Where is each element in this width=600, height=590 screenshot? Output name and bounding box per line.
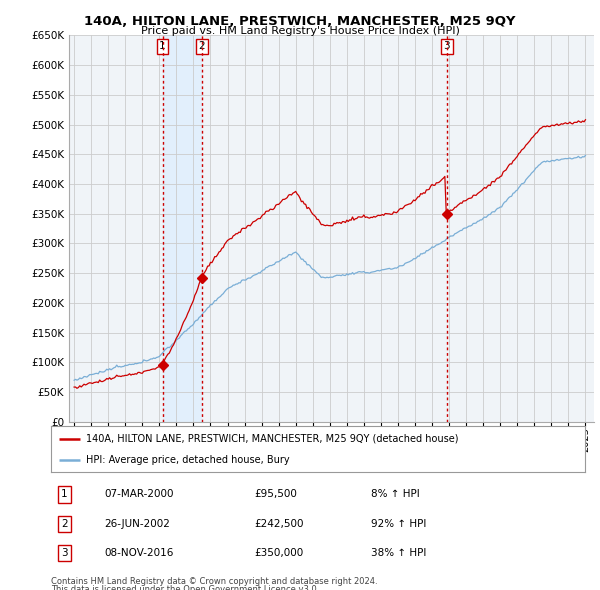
Text: 1: 1 xyxy=(61,490,68,499)
Text: 140A, HILTON LANE, PRESTWICH, MANCHESTER, M25 9QY (detached house): 140A, HILTON LANE, PRESTWICH, MANCHESTER… xyxy=(86,434,458,444)
Text: 92% ↑ HPI: 92% ↑ HPI xyxy=(371,519,427,529)
Text: 2: 2 xyxy=(199,41,205,51)
Text: 3: 3 xyxy=(61,548,68,558)
Text: 140A, HILTON LANE, PRESTWICH, MANCHESTER, M25 9QY: 140A, HILTON LANE, PRESTWICH, MANCHESTER… xyxy=(84,15,516,28)
Text: Contains HM Land Registry data © Crown copyright and database right 2024.: Contains HM Land Registry data © Crown c… xyxy=(51,577,377,586)
Text: 26-JUN-2002: 26-JUN-2002 xyxy=(104,519,170,529)
Text: Price paid vs. HM Land Registry's House Price Index (HPI): Price paid vs. HM Land Registry's House … xyxy=(140,26,460,36)
Text: 07-MAR-2000: 07-MAR-2000 xyxy=(104,490,174,499)
Text: 2: 2 xyxy=(61,519,68,529)
Text: HPI: Average price, detached house, Bury: HPI: Average price, detached house, Bury xyxy=(86,455,289,466)
Text: 3: 3 xyxy=(443,41,450,51)
Text: £242,500: £242,500 xyxy=(254,519,304,529)
Text: 08-NOV-2016: 08-NOV-2016 xyxy=(104,548,174,558)
Text: This data is licensed under the Open Government Licence v3.0.: This data is licensed under the Open Gov… xyxy=(51,585,319,590)
Text: 8% ↑ HPI: 8% ↑ HPI xyxy=(371,490,420,499)
Text: £95,500: £95,500 xyxy=(254,490,297,499)
Text: £350,000: £350,000 xyxy=(254,548,303,558)
Text: 1: 1 xyxy=(159,41,166,51)
Bar xyxy=(163,35,202,422)
Text: 38% ↑ HPI: 38% ↑ HPI xyxy=(371,548,427,558)
